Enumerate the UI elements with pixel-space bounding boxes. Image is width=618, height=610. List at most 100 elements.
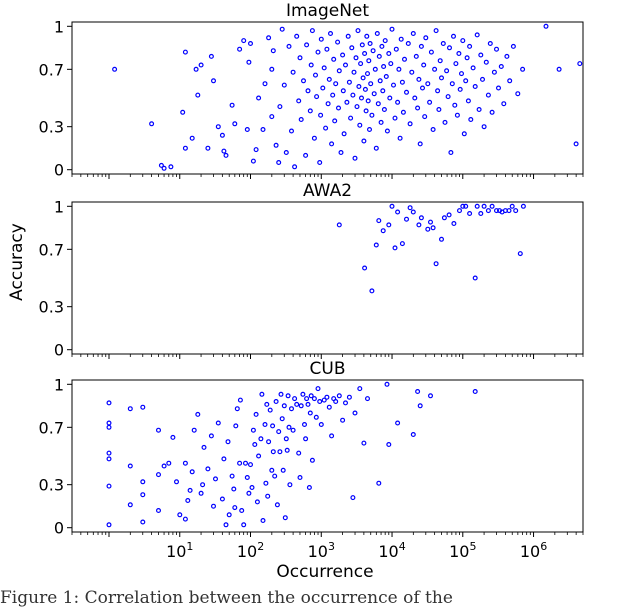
data-point: [177, 512, 183, 518]
data-point: [440, 40, 446, 46]
y-tick-label: 0: [54, 161, 64, 180]
data-point: [451, 33, 457, 39]
data-point: [185, 498, 191, 504]
data-point: [338, 150, 344, 156]
data-point: [270, 423, 276, 429]
data-point: [161, 165, 167, 171]
data-point: [260, 126, 266, 132]
data-point: [274, 502, 280, 508]
data-point: [277, 449, 283, 455]
data-point: [191, 427, 197, 433]
data-point: [170, 434, 176, 440]
data-point: [307, 410, 313, 416]
data-point: [441, 215, 447, 221]
data-point: [243, 460, 249, 466]
data-point: [387, 95, 393, 101]
data-point: [389, 26, 395, 32]
data-point: [351, 69, 357, 75]
panel-title: AWA2: [303, 181, 352, 201]
data-point: [300, 391, 306, 397]
data-point: [258, 436, 264, 442]
data-point: [315, 49, 321, 55]
data-point: [267, 407, 273, 413]
data-point: [357, 386, 363, 392]
data-point: [205, 466, 211, 472]
data-point: [393, 46, 399, 52]
data-point: [352, 410, 358, 416]
data-point: [318, 422, 324, 428]
data-point: [292, 396, 298, 402]
data-point: [520, 66, 526, 72]
data-point: [140, 519, 146, 525]
x-axis-label: Occurrence: [276, 562, 373, 582]
data-point: [324, 394, 330, 400]
data-point: [461, 131, 467, 137]
data-point: [256, 95, 262, 101]
x-tick-label: 103: [308, 540, 335, 561]
data-point: [232, 121, 238, 127]
data-point: [219, 496, 225, 502]
data-point: [369, 112, 375, 118]
data-point: [396, 66, 402, 72]
data-point: [468, 116, 474, 122]
plot-frame: [71, 21, 584, 175]
data-point: [198, 490, 204, 496]
data-point: [294, 401, 300, 407]
data-point: [577, 61, 583, 67]
data-point: [294, 33, 300, 39]
data-point: [489, 109, 495, 115]
data-point: [343, 62, 349, 68]
data-point: [259, 391, 265, 397]
data-point: [362, 265, 368, 271]
data-point: [278, 391, 284, 397]
x-tick-label: 102: [237, 540, 264, 561]
data-point: [269, 467, 275, 473]
data-point: [248, 462, 254, 468]
data-point: [297, 55, 303, 61]
data-point: [476, 106, 482, 112]
data-point: [481, 203, 487, 209]
data-point: [304, 396, 310, 402]
data-point: [156, 508, 162, 514]
data-point: [140, 479, 146, 485]
data-point: [279, 416, 285, 422]
data-point: [195, 411, 201, 417]
data-point: [106, 522, 112, 528]
data-point: [321, 65, 327, 71]
panel-title: ImageNet: [286, 1, 369, 21]
data-point: [250, 427, 256, 433]
data-point: [223, 522, 229, 528]
data-point: [459, 71, 465, 77]
data-point: [517, 251, 523, 257]
data-point: [520, 203, 526, 209]
data-point: [439, 75, 445, 81]
y-tick-label: 1: [54, 17, 64, 36]
data-point: [507, 78, 513, 84]
data-point: [373, 145, 379, 151]
data-point: [457, 208, 463, 214]
data-point: [283, 150, 289, 156]
data-point: [362, 50, 368, 56]
data-point: [195, 92, 201, 98]
data-point: [287, 482, 293, 488]
data-point: [361, 440, 367, 446]
data-point: [237, 460, 243, 466]
data-point: [189, 135, 195, 141]
data-point: [234, 406, 240, 412]
data-point: [318, 112, 324, 118]
data-point: [336, 222, 342, 228]
data-point: [366, 58, 372, 64]
data-point: [370, 48, 376, 54]
data-point: [317, 399, 323, 405]
data-point: [262, 422, 268, 428]
data-point: [221, 456, 227, 462]
data-point: [472, 83, 478, 89]
data-point: [303, 152, 309, 158]
data-point: [478, 211, 484, 217]
data-point: [481, 124, 487, 130]
data-point: [509, 203, 515, 209]
scatter-figure: ImageNet 0 0.3 0.7 1 AWA2 0 0.3 0.7 1 CUB 0 0.3 0.7 1 1…: [7, 1, 584, 582]
data-point: [264, 401, 270, 407]
data-point: [485, 208, 491, 214]
data-point: [252, 442, 258, 448]
